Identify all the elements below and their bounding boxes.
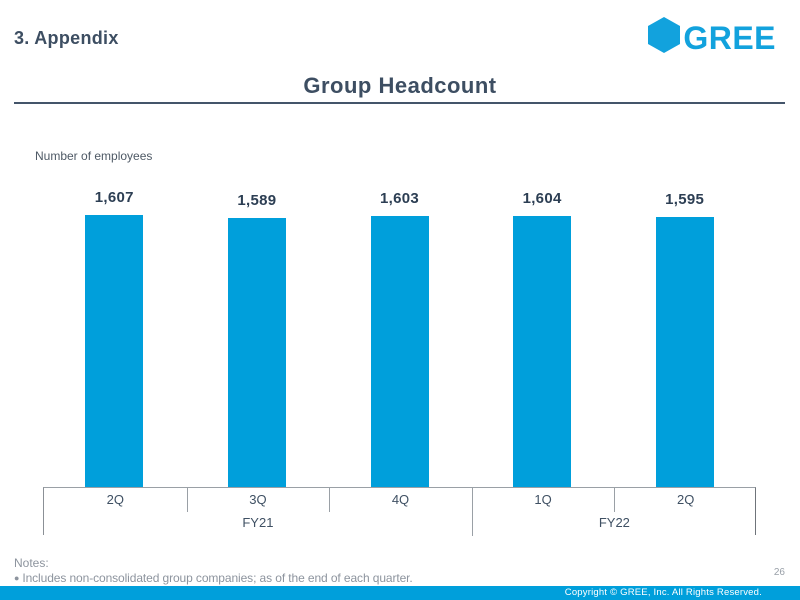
axis-quarter-divider	[186, 488, 188, 512]
axis-quarter-label: 2Q	[106, 492, 124, 507]
axis-quarter-label: 2Q	[677, 492, 695, 507]
bar	[85, 215, 144, 487]
bar	[513, 216, 572, 487]
bar	[227, 218, 286, 487]
bar-value-label: 1,603	[379, 190, 420, 207]
notes-item-text: Includes non-consolidated group companie…	[22, 571, 413, 585]
y-axis-unit-label: Number of employees	[35, 149, 153, 163]
notes-item: ● Includes non-consolidated group compani…	[14, 571, 413, 585]
axis-fy-label: FY22	[598, 515, 630, 530]
bar-value-label: 1,604	[522, 190, 562, 207]
axis-fy-divider	[471, 488, 473, 536]
bar-value-label: 1,607	[94, 189, 134, 206]
title-underline	[14, 102, 785, 104]
bar-value-label: 1,595	[665, 191, 705, 208]
axis-quarter-label: 4Q	[391, 492, 410, 507]
axis-quarter-label: 1Q	[534, 492, 552, 507]
axis-quarter-divider	[614, 488, 616, 512]
axis-quarter-label: 3Q	[249, 492, 267, 507]
bar	[370, 216, 429, 487]
bar-value-label: 1,589	[237, 192, 277, 209]
section-title: 3. Appendix	[14, 28, 119, 48]
bullet-icon: ●	[14, 573, 20, 583]
plot-area: 1,607 1,589 1,603 1,604 1,595	[43, 140, 756, 487]
footer-copyright-text: Copyright © GREE, Inc. All Rights Reserv…	[564, 587, 762, 598]
footer-copyright-bar: Copyright © GREE, Inc. All Rights Reserv…	[0, 586, 800, 600]
page-title: Group Headcount	[303, 73, 497, 98]
axis-fy-label: FY21	[242, 515, 274, 530]
x-axis-table: 2Q 3Q 4Q 1Q 2Q FY21 FY22	[43, 487, 756, 536]
page-number: 26	[773, 567, 785, 578]
gree-logo: GREE	[647, 16, 776, 59]
logo-text: GREE	[683, 19, 776, 56]
hexagon-icon	[647, 16, 681, 59]
notes-heading: Notes:	[14, 556, 49, 570]
bar	[655, 217, 714, 487]
axis-quarter-divider	[329, 488, 331, 512]
